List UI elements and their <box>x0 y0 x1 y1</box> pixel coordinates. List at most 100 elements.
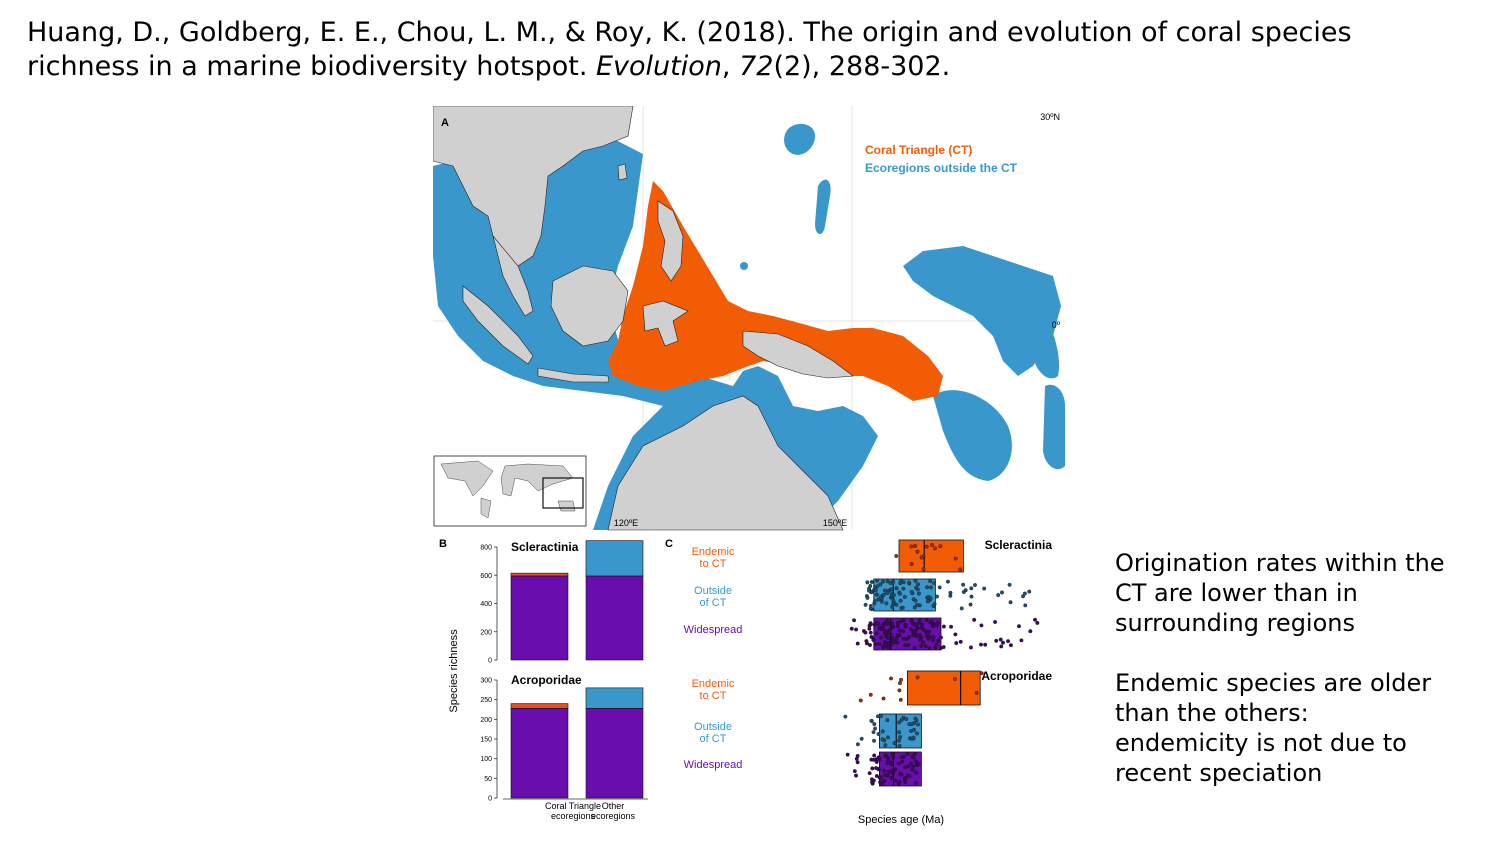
age-point <box>855 641 860 646</box>
age-point <box>910 754 915 759</box>
age-point <box>898 581 903 586</box>
age-point <box>979 671 984 676</box>
age-point <box>896 761 901 766</box>
age-point <box>898 735 903 739</box>
age-point <box>941 645 946 650</box>
age-point <box>915 626 920 630</box>
age-point <box>931 635 936 640</box>
age-point <box>865 595 870 600</box>
age-point <box>899 619 904 624</box>
age-point <box>875 584 880 589</box>
age-group-label: Outside <box>694 721 732 733</box>
citation-volume: 72 <box>739 51 774 82</box>
age-point <box>902 776 907 781</box>
age-point <box>933 546 937 551</box>
age-point <box>909 627 913 631</box>
lon-120e-label: 120ºE <box>614 518 638 528</box>
age-point <box>897 730 902 735</box>
age-point <box>913 751 917 756</box>
age-point <box>891 598 896 603</box>
age-point <box>890 769 895 774</box>
bar-endemic-to-ct <box>510 572 569 577</box>
age-point <box>890 621 895 626</box>
age-point <box>898 598 903 603</box>
age-point <box>925 599 930 604</box>
citation: Huang, D., Goldberg, E. E., Chou, L. M.,… <box>27 16 1467 84</box>
age-point <box>852 618 857 623</box>
panel-c-xlabel: Species age (Ma) <box>858 814 944 826</box>
bar-widespread <box>585 575 644 661</box>
age-point <box>1019 638 1024 643</box>
age-point <box>899 772 904 777</box>
age-point <box>906 643 911 647</box>
age-point <box>897 779 902 784</box>
age-point <box>941 624 946 629</box>
age-point <box>889 761 894 766</box>
age-point <box>979 642 983 647</box>
age-point <box>886 645 890 649</box>
age-point <box>890 752 895 757</box>
age-point <box>895 633 900 638</box>
age-point <box>882 778 887 783</box>
age-point <box>929 585 933 590</box>
age-point <box>870 780 874 785</box>
age-point <box>871 730 876 735</box>
bar-y-tick-label: 200 <box>480 629 492 636</box>
age-point <box>874 631 879 636</box>
age-point <box>875 578 880 583</box>
age-point <box>889 676 893 681</box>
bar-y-tick-label: 600 <box>480 573 492 580</box>
age-point <box>926 634 931 639</box>
bar-y-tick-label: 250 <box>480 697 492 704</box>
map-outside-fiji <box>1043 384 1065 470</box>
map-outside-pacific-north <box>784 123 815 155</box>
map-land-australia <box>607 395 844 531</box>
age-point <box>880 737 885 742</box>
age-point <box>931 638 935 643</box>
age-point <box>909 722 914 727</box>
age-point <box>867 588 871 593</box>
age-point <box>1017 624 1021 629</box>
figure-svg: A 30ºN 0º 120ºE 150ºE Coral Triangle (CT… <box>432 105 1065 826</box>
age-point <box>893 778 898 783</box>
age-point <box>873 588 878 593</box>
age-point <box>877 641 882 646</box>
age-point <box>854 773 859 778</box>
age-group-label-2: to CT <box>700 690 727 702</box>
age-group-label: Outside <box>694 585 732 597</box>
age-point <box>901 586 906 591</box>
age-point <box>907 774 912 779</box>
age-point <box>998 637 1003 642</box>
citation-issue-pages: (2), 288-302. <box>773 51 951 82</box>
age-point <box>979 623 984 628</box>
age-point <box>953 556 958 561</box>
age-point <box>1023 603 1028 608</box>
age-point <box>870 766 875 771</box>
age-point <box>968 645 973 650</box>
age-point <box>958 639 963 644</box>
age-point <box>872 738 877 743</box>
map-land-newguinea <box>742 330 854 379</box>
age-point <box>912 645 917 650</box>
bar-y-tick-label: 0 <box>488 658 492 665</box>
age-point <box>907 580 911 585</box>
age-point <box>885 718 890 723</box>
map-inset-highlight <box>542 477 584 509</box>
panel-b-cat1-line1: Coral Triangle <box>545 801 601 811</box>
age-point <box>873 726 878 731</box>
age-point <box>903 765 908 770</box>
age-point <box>883 753 888 758</box>
bar-widespread <box>510 575 569 661</box>
bar-y-tick-label: 200 <box>480 717 492 724</box>
age-group-label: Endemic <box>692 678 735 690</box>
age-point <box>865 580 870 585</box>
age-point <box>948 593 953 598</box>
age-point <box>901 580 906 585</box>
age-point <box>913 544 918 548</box>
age-point <box>890 635 895 640</box>
age-point <box>932 581 937 586</box>
lat-0-label: 0º <box>1052 320 1061 330</box>
age-point <box>854 756 859 761</box>
age-point <box>889 587 894 592</box>
